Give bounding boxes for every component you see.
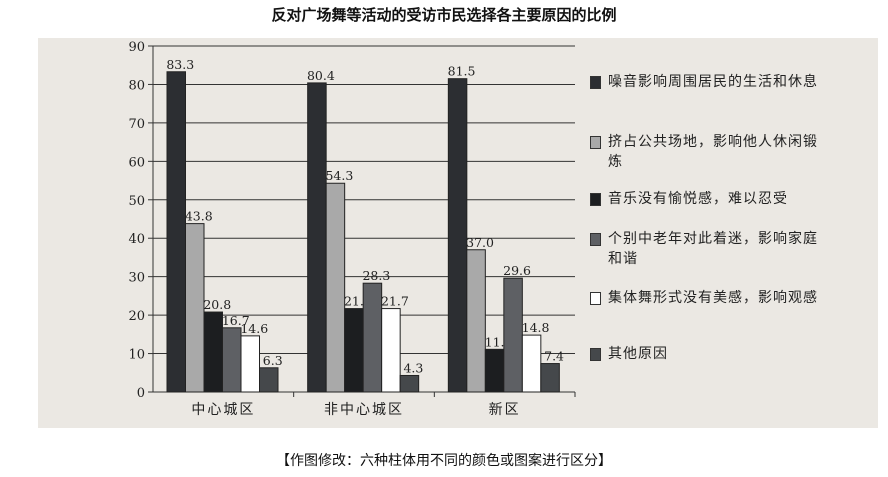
data-label: 43.8 bbox=[185, 209, 213, 224]
bar bbox=[166, 71, 186, 393]
bar bbox=[503, 277, 523, 393]
bar bbox=[399, 374, 420, 393]
data-label: 7.4 bbox=[544, 349, 564, 364]
data-label: 16.7 bbox=[222, 313, 250, 328]
bar bbox=[185, 223, 205, 393]
bar bbox=[521, 334, 542, 393]
data-label: 54.3 bbox=[325, 168, 353, 183]
y-tick-label: 80 bbox=[128, 78, 145, 93]
legend-swatch bbox=[590, 193, 601, 206]
bar bbox=[381, 308, 401, 393]
legend-label: 噪音影响周围居民的生活和休息 bbox=[608, 74, 818, 90]
y-tick-label: 70 bbox=[128, 117, 145, 132]
bar bbox=[362, 282, 383, 393]
data-label: 81.5 bbox=[448, 64, 476, 79]
y-tick-label: 30 bbox=[128, 271, 145, 286]
y-tick-label: 0 bbox=[137, 386, 145, 401]
data-label: 4.3 bbox=[403, 360, 423, 375]
bar bbox=[325, 182, 346, 393]
data-label: 14.8 bbox=[522, 320, 550, 335]
bar bbox=[344, 308, 364, 393]
chart-title: 反对广场舞等活动的受访市民选择各主要原因的比例 bbox=[271, 6, 617, 24]
legend-label: 挤占公共场地，影响他人休闲锻炼 bbox=[608, 134, 818, 170]
category-label: 中心城区 bbox=[191, 402, 255, 418]
bar bbox=[484, 348, 505, 393]
bar bbox=[447, 78, 468, 393]
y-tick-label: 20 bbox=[128, 309, 145, 324]
data-label: 83.3 bbox=[166, 57, 194, 72]
data-label: 21.7 bbox=[381, 294, 409, 309]
bar bbox=[540, 363, 560, 393]
data-label: 80.4 bbox=[307, 68, 335, 83]
bar bbox=[240, 335, 260, 393]
data-label: 37.0 bbox=[466, 235, 494, 250]
legend-swatch bbox=[590, 233, 601, 246]
legend-swatch bbox=[590, 136, 601, 149]
bar bbox=[307, 82, 327, 393]
bar bbox=[259, 367, 279, 393]
y-tick-label: 90 bbox=[128, 40, 145, 55]
data-label: 14.6 bbox=[240, 321, 268, 336]
legend-swatch bbox=[590, 292, 601, 305]
legend-label: 音乐没有愉悦感，难以忍受 bbox=[608, 191, 788, 207]
bar bbox=[466, 249, 486, 393]
data-label: 20.8 bbox=[203, 297, 231, 312]
legend-swatch bbox=[590, 76, 601, 89]
bar bbox=[222, 327, 242, 393]
data-label: 29.6 bbox=[503, 263, 531, 278]
y-tick-label: 40 bbox=[128, 232, 145, 247]
category-label: 非中心城区 bbox=[324, 402, 404, 418]
legend-label: 其他原因 bbox=[608, 346, 668, 362]
data-label: 28.3 bbox=[362, 268, 390, 283]
legend-label: 集体舞形式没有美感，影响观感 bbox=[608, 290, 818, 306]
y-tick-label: 10 bbox=[128, 348, 145, 363]
bar bbox=[203, 311, 223, 393]
y-tick-label: 50 bbox=[128, 194, 145, 209]
category-label: 新区 bbox=[489, 402, 521, 418]
legend-swatch bbox=[590, 348, 601, 361]
legend-label: 个别中老年对此着迷，影响家庭和谐 bbox=[608, 231, 818, 267]
data-label: 6.3 bbox=[263, 353, 283, 368]
y-tick-label: 60 bbox=[128, 155, 145, 170]
caption: 【作图修改：六种柱体用不同的颜色或图案进行区分】 bbox=[276, 453, 612, 469]
